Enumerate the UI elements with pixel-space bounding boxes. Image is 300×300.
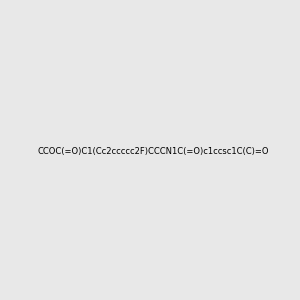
Text: CCOC(=O)C1(Cc2ccccc2F)CCCN1C(=O)c1ccsc1C(C)=O: CCOC(=O)C1(Cc2ccccc2F)CCCN1C(=O)c1ccsc1C… xyxy=(38,147,269,156)
